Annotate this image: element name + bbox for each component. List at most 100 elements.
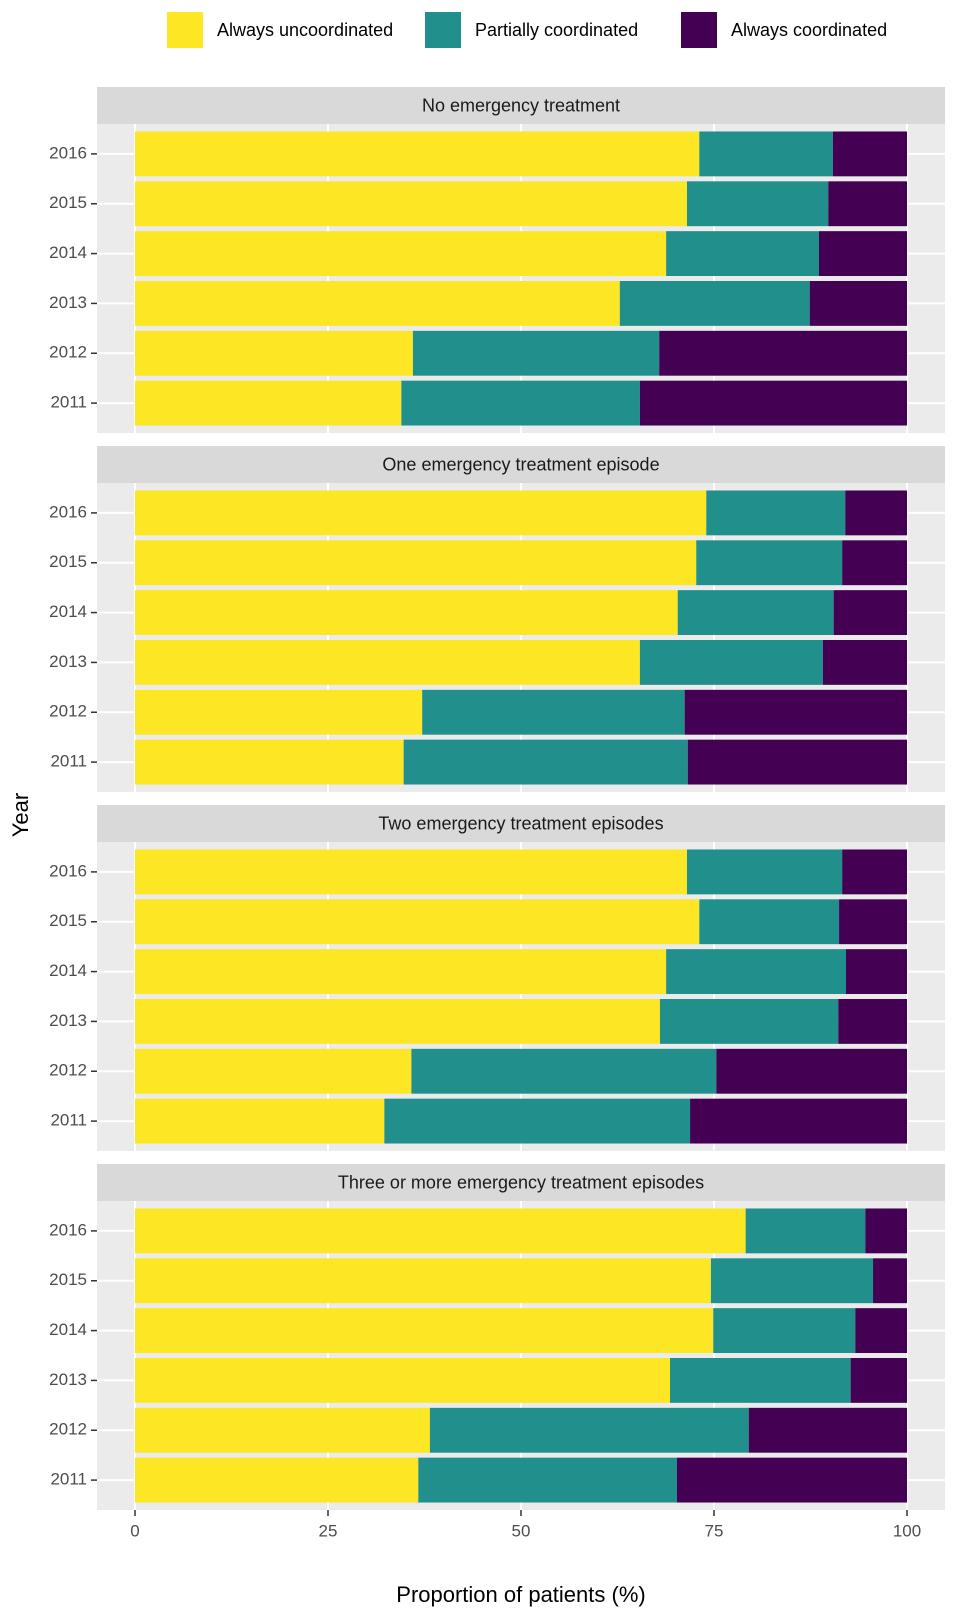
y-tick-label: 2013 bbox=[49, 1011, 87, 1030]
bar-segment bbox=[669, 1357, 851, 1403]
y-tick-label: 2011 bbox=[50, 393, 87, 412]
bar-segment bbox=[135, 280, 620, 326]
y-tick-label: 2011 bbox=[50, 1111, 87, 1130]
bar-segment bbox=[832, 131, 907, 177]
bar-segment bbox=[135, 540, 697, 586]
bar-segment bbox=[384, 1098, 691, 1144]
bar-segment bbox=[745, 1208, 866, 1254]
bar-segment bbox=[686, 849, 843, 895]
y-tick-label: 2013 bbox=[49, 293, 87, 312]
bar-segment bbox=[818, 231, 907, 277]
x-tick-label: 0 bbox=[130, 1521, 139, 1540]
x-tick-label: 75 bbox=[705, 1521, 724, 1540]
y-tick-label: 2016 bbox=[49, 1220, 87, 1239]
bar-segment bbox=[687, 739, 907, 785]
bar-segment bbox=[666, 949, 847, 995]
bar-segment bbox=[135, 1208, 746, 1254]
y-tick-label: 2011 bbox=[50, 1470, 87, 1489]
bar-segment bbox=[659, 998, 839, 1044]
x-tick-label: 50 bbox=[512, 1521, 531, 1540]
bar-segment bbox=[706, 490, 846, 536]
y-tick-label: 2014 bbox=[49, 961, 87, 980]
facet-strip bbox=[97, 87, 945, 124]
bar-segment bbox=[135, 490, 707, 536]
bar-segment bbox=[699, 131, 833, 177]
legend-swatch bbox=[681, 12, 717, 48]
bar-segment bbox=[686, 181, 829, 227]
bar-segment bbox=[135, 181, 687, 227]
bar-segment bbox=[135, 689, 423, 735]
y-tick-label: 2012 bbox=[49, 1420, 87, 1439]
facet-strip bbox=[97, 1164, 945, 1201]
y-tick-label: 2014 bbox=[49, 602, 87, 621]
bar-segment bbox=[659, 330, 907, 376]
legend-label: Always uncoordinated bbox=[217, 20, 393, 40]
bar-segment bbox=[135, 590, 678, 636]
bar-segment bbox=[135, 1407, 430, 1453]
legend-label: Partially coordinated bbox=[475, 20, 638, 40]
bar-segment bbox=[412, 330, 660, 376]
y-tick-label: 2014 bbox=[49, 243, 87, 262]
y-tick-label: 2016 bbox=[49, 502, 87, 521]
bar-segment bbox=[666, 231, 819, 277]
y-tick-label: 2012 bbox=[49, 343, 87, 362]
y-tick-label: 2015 bbox=[49, 1270, 87, 1289]
bar-segment bbox=[135, 1457, 419, 1503]
bar-segment bbox=[676, 1457, 907, 1503]
bar-segment bbox=[833, 590, 907, 636]
y-tick-label: 2015 bbox=[49, 911, 87, 930]
bar-segment bbox=[822, 639, 907, 685]
y-tick-label: 2012 bbox=[49, 1061, 87, 1080]
bar-segment bbox=[135, 1357, 670, 1403]
bar-segment bbox=[135, 899, 700, 945]
bar-segment bbox=[710, 1258, 874, 1304]
bar-segment bbox=[135, 1048, 412, 1094]
bar-segment bbox=[809, 280, 907, 326]
bar-segment bbox=[401, 380, 640, 426]
facet-title: One emergency treatment episode bbox=[382, 454, 659, 474]
y-axis-title: Year bbox=[8, 793, 33, 837]
y-tick-label: 2012 bbox=[49, 702, 87, 721]
bar-segment bbox=[429, 1407, 749, 1453]
bar-segment bbox=[713, 1308, 856, 1354]
y-tick-label: 2016 bbox=[49, 861, 87, 880]
facet-title: No emergency treatment bbox=[422, 95, 620, 115]
facet-strip bbox=[97, 805, 945, 842]
bar-segment bbox=[845, 490, 907, 536]
bar-segment bbox=[699, 899, 840, 945]
x-axis-title: Proportion of patients (%) bbox=[396, 1582, 645, 1607]
bar-segment bbox=[865, 1208, 907, 1254]
y-tick-label: 2015 bbox=[49, 193, 87, 212]
bar-segment bbox=[403, 739, 688, 785]
y-tick-label: 2014 bbox=[49, 1320, 87, 1339]
bar-segment bbox=[748, 1407, 907, 1453]
bar-segment bbox=[135, 1098, 385, 1144]
bar-segment bbox=[411, 1048, 717, 1094]
y-tick-label: 2013 bbox=[49, 1370, 87, 1389]
bar-segment bbox=[135, 380, 402, 426]
bar-segment bbox=[135, 739, 404, 785]
y-tick-label: 2013 bbox=[49, 652, 87, 671]
bar-segment bbox=[135, 231, 667, 277]
bar-segment bbox=[850, 1357, 907, 1403]
bar-segment bbox=[842, 540, 907, 586]
bar-segment bbox=[828, 181, 907, 227]
bar-segment bbox=[418, 1457, 677, 1503]
bar-segment bbox=[690, 1098, 907, 1144]
legend-label: Always coordinated bbox=[731, 20, 887, 40]
bar-segment bbox=[135, 849, 687, 895]
y-tick-label: 2011 bbox=[50, 752, 87, 771]
bar-segment bbox=[135, 1258, 711, 1304]
bar-segment bbox=[839, 899, 907, 945]
bar-segment bbox=[873, 1258, 907, 1304]
x-tick-label: 100 bbox=[893, 1521, 921, 1540]
bar-segment bbox=[135, 949, 667, 995]
facet-title: Two emergency treatment episodes bbox=[378, 813, 663, 833]
bar-segment bbox=[846, 949, 907, 995]
bar-segment bbox=[684, 689, 907, 735]
bar-segment bbox=[838, 998, 907, 1044]
legend-swatch bbox=[167, 12, 203, 48]
facet-title: Three or more emergency treatment episod… bbox=[338, 1172, 704, 1192]
bar-segment bbox=[696, 540, 843, 586]
